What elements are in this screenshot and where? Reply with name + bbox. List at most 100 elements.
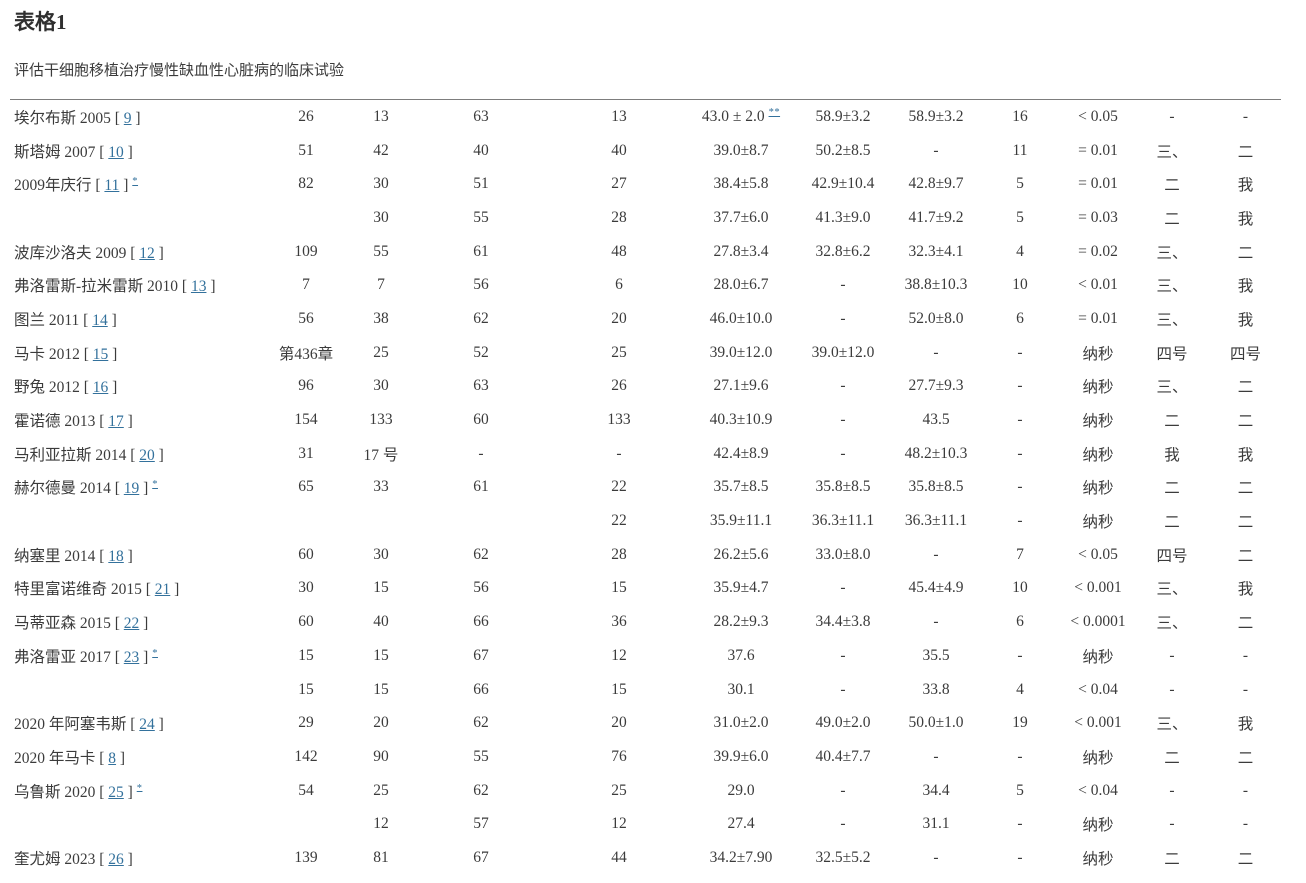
value-cell: 10 — [1012, 276, 1028, 294]
value-cell: 52 — [473, 343, 489, 361]
value-cell: < 0.001 — [1074, 714, 1122, 732]
value-cell: - — [1017, 848, 1023, 866]
value-cell: - — [840, 411, 846, 429]
table-row: 赫尔德曼 2014 [ 19 ] * 65 33 61 22 35.7±8.5 35.8±8… — [10, 471, 1281, 505]
value-cell: 29 — [298, 714, 314, 732]
value-cell: - — [1017, 512, 1023, 530]
reference-link[interactable]: 19 — [123, 480, 140, 498]
clinical-trials-table: 埃尔布斯 2005 [ 9 ] 26 13 63 13 43.0 ± 2.0 ** 58.9… — [10, 100, 1281, 875]
reference-link[interactable]: 16 — [92, 379, 109, 397]
value-cell: 28 — [611, 545, 627, 563]
reference-link[interactable]: 13 — [190, 278, 207, 296]
reference-link[interactable]: 18 — [108, 547, 124, 565]
value-cell: 纳秒 — [1082, 446, 1114, 464]
value-cell: 纳秒 — [1082, 514, 1114, 532]
footnote-link[interactable]: * — [132, 176, 139, 188]
value-cell: 二 — [1164, 480, 1180, 498]
value-cell: - — [1017, 646, 1023, 664]
footnote-link[interactable]: * — [152, 647, 158, 659]
reference-link[interactable]: 11 — [104, 177, 120, 195]
value-cell: 65 — [298, 478, 314, 496]
value-cell: 我 — [1237, 311, 1254, 329]
value-cell: < 0.04 — [1078, 680, 1118, 698]
footnote-link[interactable]: * — [136, 782, 143, 794]
value-cell: - — [1242, 646, 1249, 664]
value-cell: 三、 — [1156, 278, 1188, 296]
reference-link[interactable]: 14 — [92, 311, 108, 329]
value-cell: 27.4 — [727, 815, 755, 833]
study-name-cell: 马蒂亚森 2015 [ 22 ] — [14, 615, 149, 633]
value-cell: 52.0±8.0 — [908, 309, 964, 327]
reference-link[interactable]: 23 — [123, 648, 140, 666]
value-cell: - — [1169, 815, 1175, 833]
value-cell: 38.4±5.8 — [713, 175, 769, 193]
value-cell: 15 — [611, 579, 627, 597]
value-cell: - — [933, 747, 939, 765]
value-cell: 30 — [373, 377, 389, 395]
value-cell: 36.3±11.1 — [904, 512, 968, 530]
table-row: 特里富诺维奇 2015 [ 21 ] 30 15 56 15 35.9±4.7 - 45.4±… — [10, 572, 1281, 606]
reference-link[interactable]: 21 — [154, 581, 171, 599]
table-row: 15 15 66 15 30.1 - 33.8 4 < 0.04 - - — [10, 673, 1281, 707]
value-cell: 纳秒 — [1082, 480, 1114, 498]
value-cell: = 0.01 — [1078, 141, 1118, 159]
value-cell: 40 — [373, 613, 389, 631]
reference-link[interactable]: 10 — [108, 143, 124, 161]
value-cell: 62 — [473, 545, 489, 563]
value-cell: 109 — [294, 242, 318, 260]
value-cell: 二 — [1237, 244, 1254, 262]
value-cell: 76 — [611, 747, 627, 765]
value-cell: 133 — [607, 411, 631, 429]
reference-link[interactable]: 22 — [123, 615, 140, 633]
reference-link[interactable]: 8 — [108, 749, 117, 767]
value-cell: 三、 — [1156, 716, 1188, 734]
value-cell: 63 — [473, 107, 489, 125]
value-cell: - — [1169, 107, 1175, 125]
value-cell: < 0.05 — [1078, 545, 1118, 563]
value-cell: 67 — [473, 848, 489, 866]
table-row: 2020 年马卡 [ 8 ] 142 90 55 76 39.9±6.0 40.4±7.7 -… — [10, 740, 1281, 774]
reference-link[interactable]: 9 — [123, 109, 132, 127]
study-name-cell: 2009年庆行 [ 11 ] * — [14, 176, 139, 195]
reference-link[interactable]: 12 — [139, 244, 155, 262]
trials-table-body: 埃尔布斯 2005 [ 9 ] 26 13 63 13 43.0 ± 2.0 ** 58.9… — [10, 100, 1281, 875]
value-cell: 10 — [1012, 579, 1028, 597]
value-cell: 19 — [1012, 714, 1028, 732]
reference-link[interactable]: 24 — [139, 716, 155, 734]
value-cell: 11 — [1012, 141, 1028, 159]
value-cell: 27 — [611, 175, 627, 193]
reference-link[interactable]: 25 — [108, 783, 124, 801]
reference-link[interactable]: 20 — [139, 446, 155, 464]
value-cell: 二 — [1164, 210, 1180, 228]
value-cell: 13 — [611, 107, 627, 125]
value-cell: 48.2±10.3 — [904, 444, 968, 462]
value-cell: 纳秒 — [1082, 648, 1114, 666]
value-cell: 31 — [298, 444, 314, 462]
value-cell: - — [1169, 680, 1175, 698]
reference-link[interactable]: 26 — [108, 850, 124, 868]
value-cell: 5 — [1016, 175, 1024, 193]
value-cell: 33.8 — [922, 680, 950, 698]
reference-link[interactable]: 15 — [92, 345, 109, 363]
value-cell: 66 — [473, 680, 489, 698]
study-name-cell — [10, 673, 264, 707]
value-cell: 我 — [1237, 716, 1254, 734]
reference-link[interactable]: 17 — [108, 413, 124, 431]
value-cell: 57 — [473, 815, 489, 833]
footnote-link[interactable]: * — [152, 479, 158, 491]
value-cell: 39.0±12.0 — [811, 343, 875, 361]
value-cell: 30 — [373, 208, 389, 226]
value-cell: 25 — [611, 343, 627, 361]
value-cell: 我 — [1237, 177, 1254, 195]
value-cell: 90 — [373, 747, 389, 765]
footnote-link[interactable]: ** — [768, 106, 781, 118]
value-cell: 三、 — [1156, 244, 1188, 262]
value-cell: 33 — [373, 478, 389, 496]
value-cell: 32.5±5.2 — [815, 848, 871, 866]
study-name-cell: 图兰 2011 [ 14 ] — [14, 311, 117, 329]
value-cell: 39.0±12.0 — [709, 343, 773, 361]
value-cell: - — [616, 444, 622, 462]
study-name-cell: 埃尔布斯 2005 [ 9 ] — [14, 109, 141, 127]
value-cell: 38 — [373, 309, 389, 327]
value-cell: 35.9±11.1 — [709, 512, 773, 530]
